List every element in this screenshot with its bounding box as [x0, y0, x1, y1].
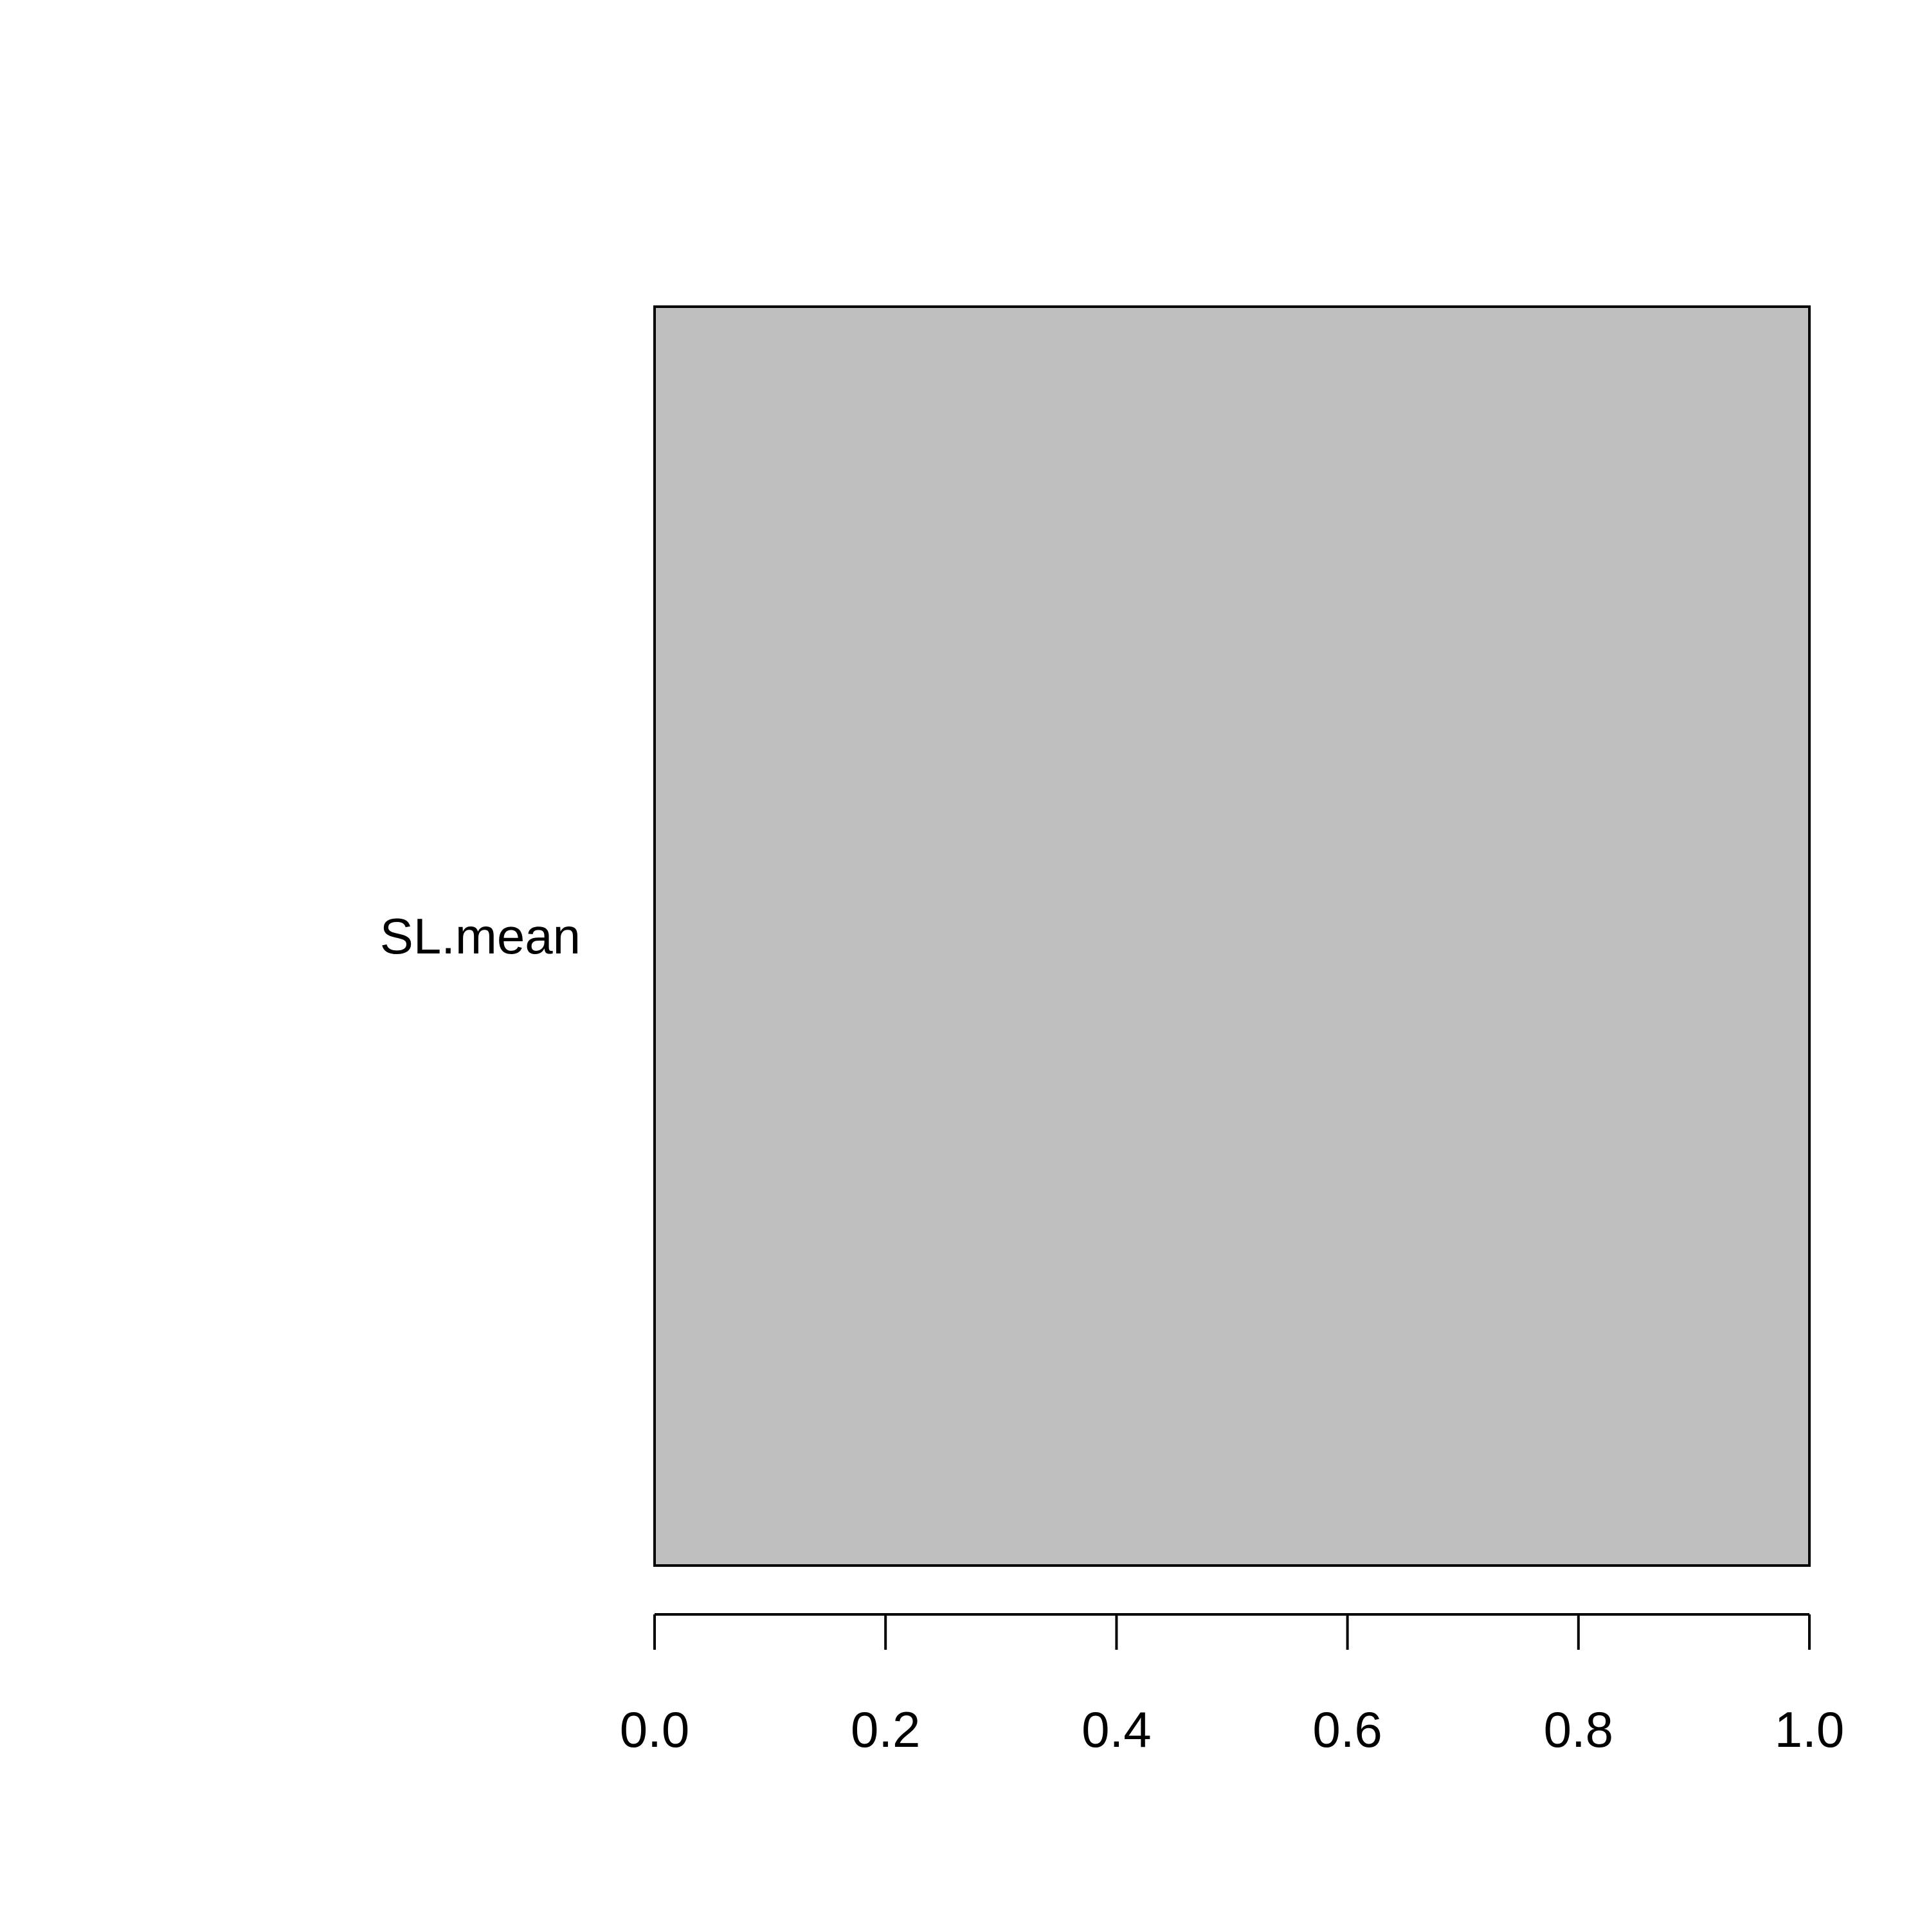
x-tick-label: 0.6: [1312, 1701, 1382, 1758]
x-tick-label: 1.0: [1775, 1701, 1844, 1758]
bar-sl-mean: [653, 305, 1811, 1567]
x-tick-label: 0.0: [620, 1701, 689, 1758]
x-tick-label: 0.2: [851, 1701, 920, 1758]
category-labels: SL.mean: [380, 908, 581, 964]
bars-layer: [653, 305, 1811, 1567]
x-axis: 0.0 0.2 0.4 0.6 0.8 1.0: [620, 1613, 1844, 1758]
x-tick-label: 0.8: [1544, 1701, 1613, 1758]
x-tick-label: 0.4: [1082, 1701, 1151, 1758]
category-label: SL.mean: [380, 908, 581, 964]
